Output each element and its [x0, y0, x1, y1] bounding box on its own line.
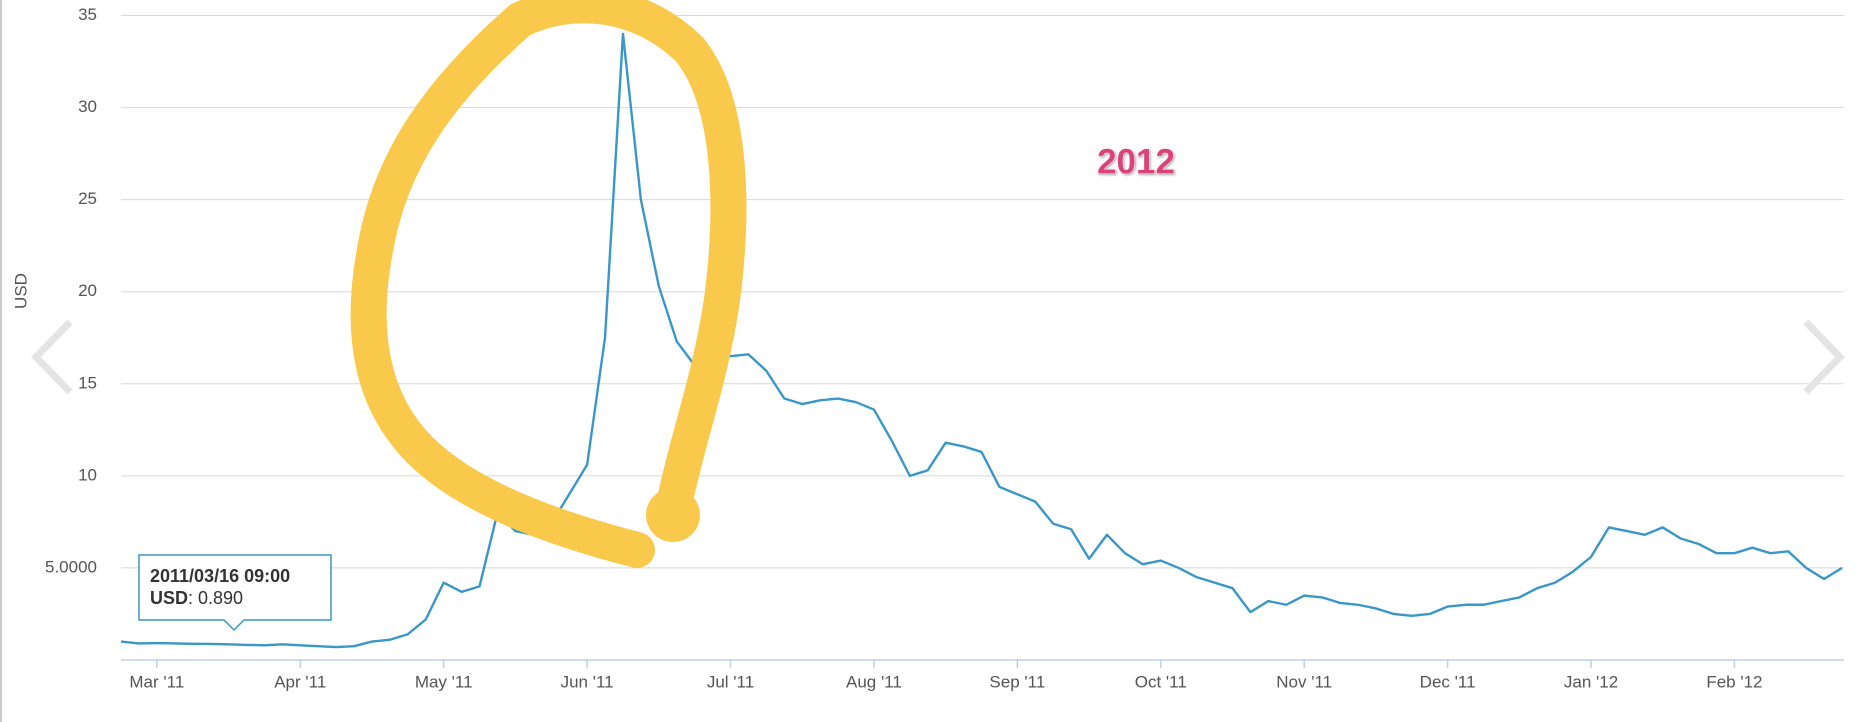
tooltip-box — [138, 554, 332, 632]
y-tick-label: 10 — [78, 465, 97, 484]
x-tick-label: Jun '11 — [561, 672, 614, 691]
y-tick-label: 35 — [78, 5, 97, 24]
tooltip-series: USD — [150, 588, 188, 608]
next-arrow[interactable] — [1803, 319, 1845, 395]
grid: 5.0000 10 15 20 25 30 35 Mar '11 Apr '11 May '11 J… — [45, 5, 1844, 691]
y-tick-label: 15 — [78, 373, 97, 392]
y-tick-label: 20 — [78, 281, 97, 300]
y-tick-label: 30 — [78, 97, 97, 116]
y-axis-label: USD — [11, 273, 30, 309]
scribble-end — [646, 488, 700, 542]
plot — [120, 32, 1843, 649]
highlight-scribble — [350, 0, 747, 568]
x-tick-label: Aug '11 — [846, 672, 902, 691]
x-tick-label: Oct '11 — [1135, 672, 1187, 691]
x-tick-label: Mar '11 — [129, 672, 184, 691]
data-line — [120, 32, 1843, 649]
x-tick-label: Jan '12 — [1564, 672, 1618, 691]
x-tick-label: Apr '11 — [274, 672, 326, 691]
x-tick-label: Feb '12 — [1706, 672, 1762, 691]
annotation: 2012 — [1097, 142, 1175, 181]
tooltip-title: 2011/03/16 09:00 — [150, 566, 290, 586]
prev-arrow[interactable] — [31, 319, 73, 395]
x-tick-label: Nov '11 — [1276, 672, 1332, 691]
x-tick-label: Dec '11 — [1420, 672, 1476, 691]
y-tick-label: 25 — [78, 189, 97, 208]
left-border — [0, 0, 2, 722]
x-tick-label: May '11 — [415, 672, 473, 691]
y-tick-label: 5.0000 — [45, 557, 97, 576]
tooltip: 2011/03/16 09:00 USD: 0.890 — [138, 554, 332, 632]
x-tick-label: Sep '11 — [989, 672, 1045, 691]
x-tick-label: Jul '11 — [707, 672, 754, 691]
tooltip-row: USD: 0.890 — [150, 588, 243, 608]
tooltip-value: : 0.890 — [188, 588, 243, 608]
scribble-path — [350, 0, 747, 568]
